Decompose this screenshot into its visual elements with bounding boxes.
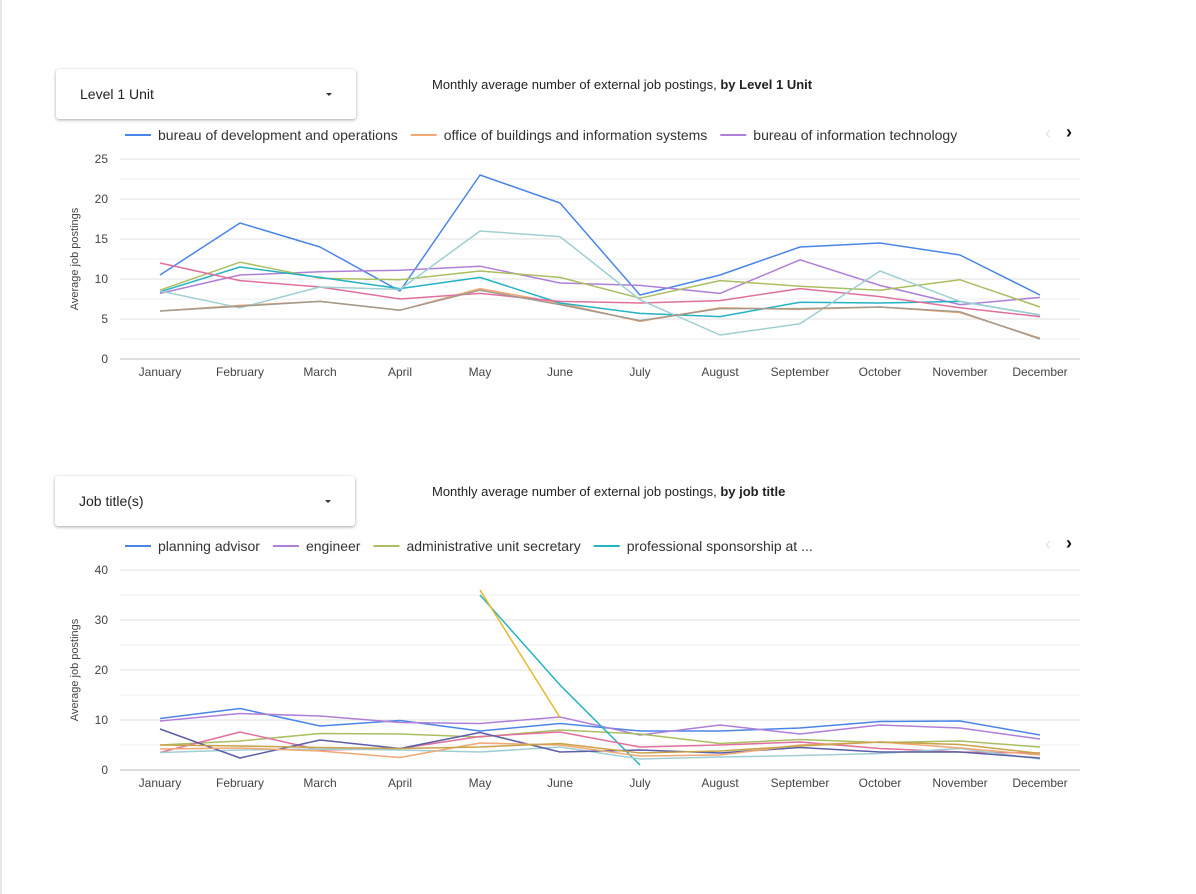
chevron-down-icon <box>325 500 331 503</box>
legend-item: professional sponsorship at ... <box>627 538 813 554</box>
y-tick-label: 10 <box>95 713 109 727</box>
x-tick-label: June <box>547 365 573 379</box>
y-tick-label: 30 <box>95 613 109 627</box>
x-tick-label: January <box>139 365 182 379</box>
x-tick-label: November <box>932 776 987 790</box>
legend-item: planning advisor <box>158 538 260 554</box>
y-axis-label: Average job postings <box>69 207 81 310</box>
chart-title: Monthly average number of external job p… <box>432 77 812 92</box>
x-tick-label: May <box>469 776 492 790</box>
chart-title-text: Monthly average number of external job p… <box>432 77 721 92</box>
x-tick-label: December <box>1012 776 1067 790</box>
x-tick-label: May <box>469 365 492 379</box>
series-line <box>159 289 1041 340</box>
x-tick-label: November <box>932 365 987 379</box>
x-tick-label: October <box>859 776 902 790</box>
level-1-unit-line-chart: 0 5 10 15 20 25 January February March April May Ju… <box>69 127 1080 379</box>
series-line <box>159 174 1041 296</box>
y-tick-label: 10 <box>95 272 109 286</box>
y-axis-label: Average job postings <box>69 618 81 721</box>
chart-title-bold: by Level 1 Unit <box>720 77 813 92</box>
legend-item: office of buildings and information syst… <box>444 127 708 143</box>
dropdown-label: Level 1 Unit <box>80 86 154 102</box>
x-tick-label: February <box>216 776 264 790</box>
x-tick-label: October <box>859 365 902 379</box>
series-line <box>159 707 1041 736</box>
y-tick-label: 20 <box>95 192 109 206</box>
legend-item: engineer <box>306 538 361 554</box>
series-line <box>159 262 1041 318</box>
x-tick-label: March <box>303 776 336 790</box>
x-tick-label: July <box>629 365 650 379</box>
series-line <box>159 230 1041 336</box>
legend-previous-icon[interactable]: ‹ <box>1045 123 1051 143</box>
x-tick-label: August <box>701 365 739 379</box>
legend-next-icon[interactable]: › <box>1066 122 1072 142</box>
y-tick-label: 25 <box>95 152 109 166</box>
x-tick-label: January <box>139 776 182 790</box>
legend-item: bureau of information technology <box>753 127 957 143</box>
series-line <box>159 266 1041 318</box>
y-tick-label: 0 <box>101 352 108 366</box>
chart-title-bold: by job title <box>720 484 786 499</box>
job-title-dropdown[interactable]: Job title(s) <box>55 476 355 526</box>
x-tick-label: April <box>388 365 412 379</box>
x-tick-label: June <box>547 776 573 790</box>
page-left-border <box>0 0 2 894</box>
legend-next-icon[interactable]: › <box>1066 533 1072 553</box>
series-line <box>159 712 1041 740</box>
x-tick-label: September <box>771 776 830 790</box>
chevron-down-icon <box>326 93 332 96</box>
x-tick-label: July <box>629 776 650 790</box>
y-tick-label: 0 <box>101 763 108 777</box>
y-tick-label: 40 <box>95 563 109 577</box>
x-tick-label: August <box>701 776 739 790</box>
series-line <box>159 741 1041 755</box>
x-tick-label: April <box>388 776 412 790</box>
level-1-unit-dropdown[interactable]: Level 1 Unit <box>56 69 356 119</box>
y-tick-label: 20 <box>95 663 109 677</box>
x-tick-label: September <box>771 365 830 379</box>
legend-item: administrative unit secretary <box>406 538 580 554</box>
legend-item: bureau of development and operations <box>158 127 398 143</box>
legend-previous-icon[interactable]: ‹ <box>1045 534 1051 554</box>
chart-title-text: Monthly average number of external job p… <box>432 484 721 499</box>
x-tick-label: December <box>1012 365 1067 379</box>
x-tick-label: March <box>303 365 336 379</box>
chart-title: Monthly average number of external job p… <box>432 484 785 499</box>
series-line <box>479 594 641 766</box>
y-tick-label: 5 <box>101 312 108 326</box>
y-tick-label: 15 <box>95 232 109 246</box>
x-tick-label: February <box>216 365 264 379</box>
dropdown-label: Job title(s) <box>79 493 144 509</box>
series-line <box>479 589 561 718</box>
